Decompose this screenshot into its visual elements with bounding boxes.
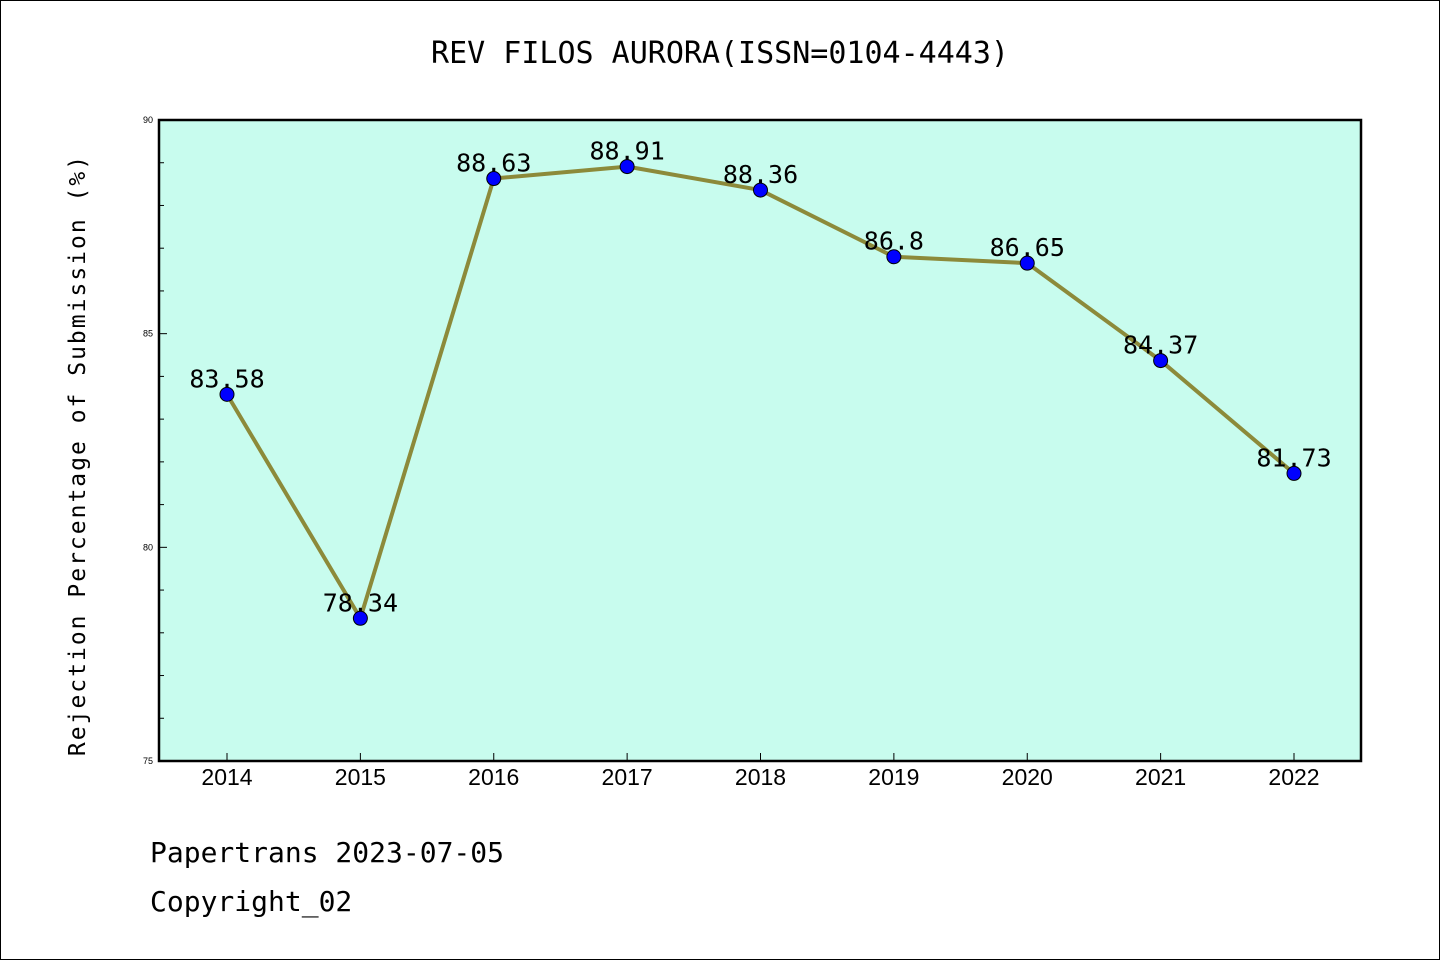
plot-area xyxy=(159,120,1361,761)
data-label: 84.37 xyxy=(1123,331,1198,360)
data-point xyxy=(619,159,635,175)
data-label: 86.8 xyxy=(864,227,924,256)
data-label: 86.65 xyxy=(990,233,1065,262)
data-point xyxy=(352,610,368,626)
x-tick-label: 2015 xyxy=(335,764,386,790)
plot-border xyxy=(157,118,1363,763)
data-label: 88.63 xyxy=(456,149,531,178)
x-tick-label: 2019 xyxy=(868,764,919,790)
x-tick-label: 2020 xyxy=(1002,764,1053,790)
x-tick-label: 2014 xyxy=(201,764,252,790)
footer-date: Papertrans 2023-07-05 xyxy=(150,836,505,869)
data-label: 78.34 xyxy=(323,588,398,617)
x-tick-label: 2018 xyxy=(735,764,786,790)
x-axis-ticks: 2014 2015 2016 2017 2018 2019 2020 2021 2022 xyxy=(201,753,1320,790)
x-tick-label: 2021 xyxy=(1135,764,1186,790)
data-point xyxy=(753,182,768,198)
data-point xyxy=(1019,255,1035,271)
data-label: 88.36 xyxy=(723,160,798,189)
y-tick-label: 80 xyxy=(143,542,153,552)
footer-copyright: Copyright_02 xyxy=(150,885,353,918)
x-tick-label: 2017 xyxy=(602,764,653,790)
data-point xyxy=(219,386,235,402)
data-point xyxy=(1286,465,1302,481)
y-tick-label: 85 xyxy=(143,329,153,339)
data-label: 88.91 xyxy=(589,137,664,166)
data-label: 81.73 xyxy=(1256,443,1331,472)
data-point xyxy=(1153,353,1169,369)
data-point xyxy=(886,249,902,265)
y-tick-label: 75 xyxy=(143,756,153,766)
series-group: 83.58 78.34 88.63 88.91 88.36 86.8 86.65 84.37 8… xyxy=(189,137,1332,626)
data-point xyxy=(486,171,502,187)
x-tick-label: 2016 xyxy=(468,764,519,790)
chart-title: REV FILOS AURORA(ISSN=0104-4443) xyxy=(431,36,1009,71)
y-tick-label: 90 xyxy=(143,115,153,125)
x-tick-label: 2022 xyxy=(1268,764,1319,790)
data-label: 83.58 xyxy=(189,364,264,393)
